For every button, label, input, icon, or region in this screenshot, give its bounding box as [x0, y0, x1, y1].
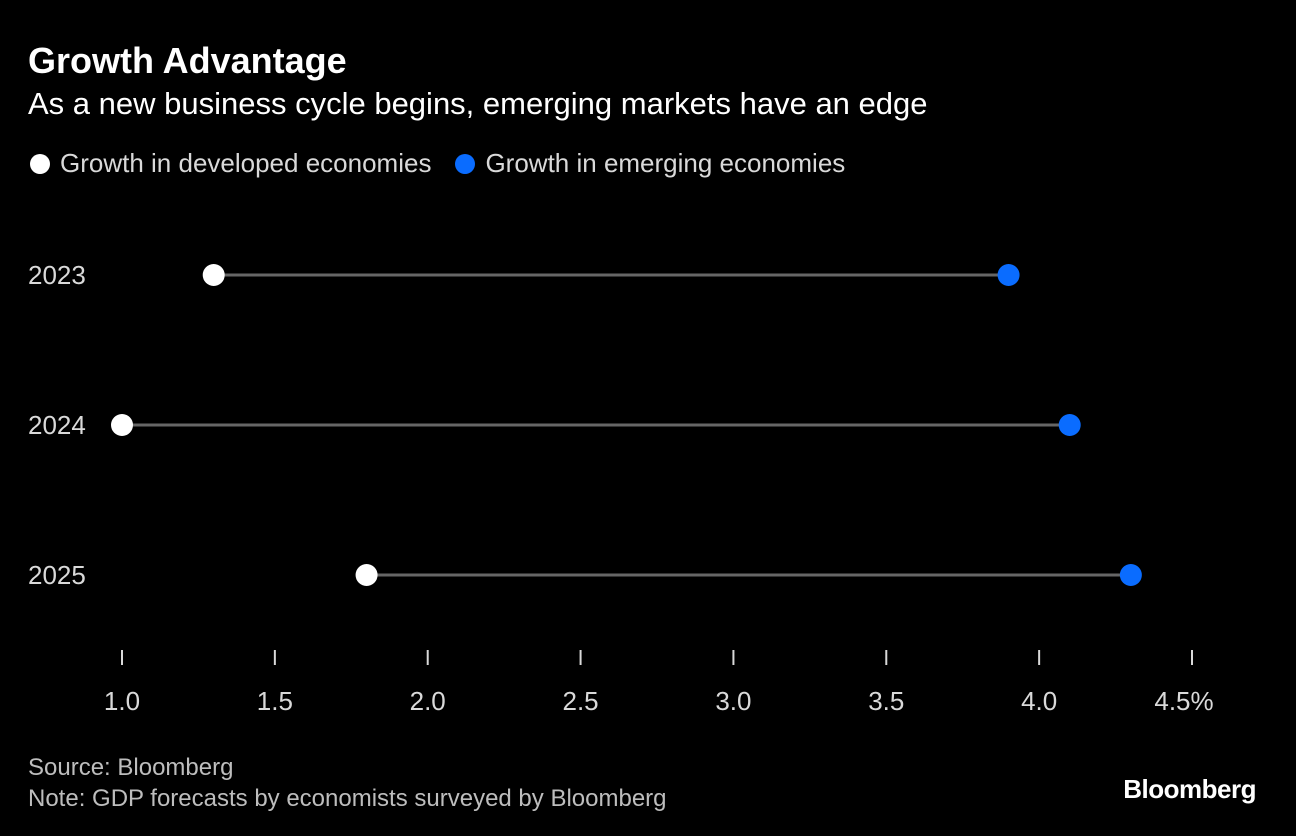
x-tick-label-1.0: 1.0	[104, 686, 140, 716]
x-tick-label-3.0: 3.0	[715, 686, 751, 716]
x-tick-label-4.0: 4.0	[1021, 686, 1057, 716]
x-tick-label-2.0: 2.0	[410, 686, 446, 716]
bloomberg-logo: Bloomberg	[1123, 774, 1256, 804]
legend: Growth in developed economies Growth in …	[30, 148, 845, 179]
point-developed-2024	[111, 414, 133, 436]
x-tick-label-4.5%: 4.5%	[1154, 686, 1213, 716]
x-tick-label-2.5: 2.5	[562, 686, 598, 716]
point-developed-2025	[355, 564, 378, 586]
legend-label-developed: Growth in developed economies	[60, 148, 432, 178]
dumbbell-chart: 2023 2024 2025 1.0 1.5 2.0 2.5 3.0 3.5 4.0 4.5%	[28, 260, 1214, 716]
legend-swatch-emerging	[455, 153, 476, 174]
chart-subtitle: As a new business cycle begins, emerging…	[28, 86, 928, 121]
row-label-2025: 2025	[28, 560, 86, 590]
chart-title: Growth Advantage	[28, 40, 347, 81]
footnote: Note: GDP forecasts by economists survey…	[28, 785, 667, 812]
point-emerging-2023	[997, 264, 1020, 286]
legend-label-emerging: Growth in emerging economies	[485, 148, 846, 178]
point-developed-2023	[202, 264, 225, 286]
legend-swatch-developed	[30, 153, 50, 174]
point-emerging-2025	[1119, 564, 1142, 586]
point-emerging-2024	[1058, 414, 1081, 436]
row-label-2023: 2023	[28, 260, 86, 290]
legend-item-developed: Growth in developed economies	[30, 148, 431, 179]
legend-item-emerging: Growth in emerging economies	[455, 148, 845, 179]
x-tick-label-3.5: 3.5	[868, 686, 904, 716]
source-note: Source: Bloomberg	[28, 754, 234, 781]
row-label-2024: 2024	[28, 410, 86, 440]
footer: Source: Bloomberg Note: GDP forecasts by…	[28, 752, 667, 814]
x-tick-label-1.5: 1.5	[257, 686, 293, 716]
